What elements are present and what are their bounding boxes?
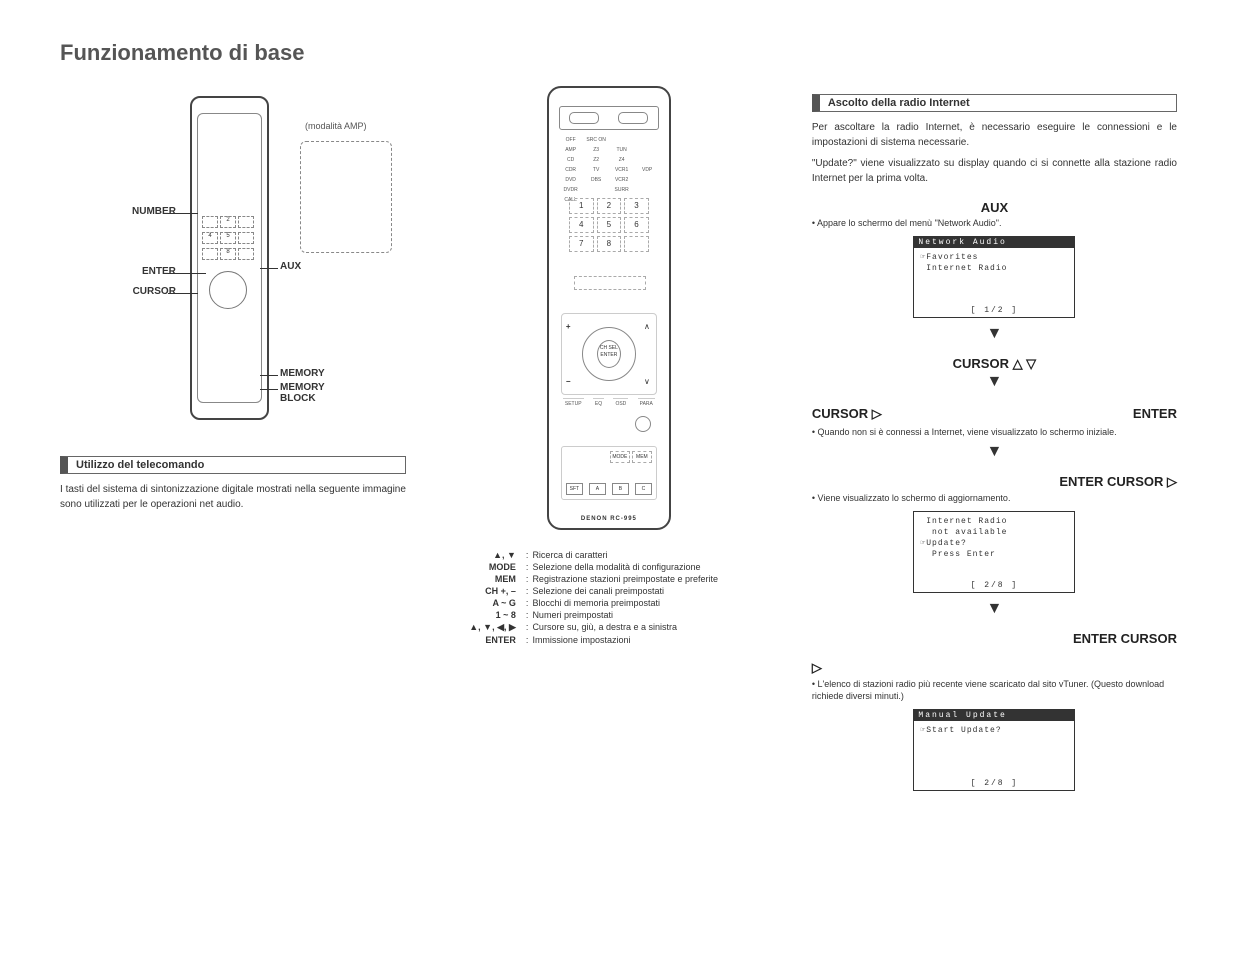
number-buttons-grid: 12345678 [569, 198, 649, 252]
legend-key: MEM [436, 574, 526, 584]
legend-key: 1 ~ 8 [436, 610, 526, 620]
legend-row: ENTER: Immissione impostazioni [436, 635, 782, 645]
legend-key: CH +, – [436, 586, 526, 596]
arrow-down-icon: ▼ [812, 374, 1177, 390]
step2-label-left: CURSOR ▷ [812, 406, 882, 422]
page-content: 2 45 8 (modalità AMP) NUMBER ENTER CURSO… [60, 86, 1177, 799]
arrow-down-icon: ▼ [812, 601, 1177, 617]
label-memory: MEMORY [280, 368, 325, 379]
intro-paragraph-1: Per ascoltare la radio Internet, è neces… [812, 120, 1177, 150]
legend-desc: Immissione impostazioni [532, 635, 781, 645]
cursor-pad-icon [209, 271, 247, 309]
step2-bullet: Quando non si è connessi a Internet, vie… [812, 426, 1177, 439]
legend-desc: Ricerca di caratteri [532, 550, 781, 560]
lcd3-footer: [ 2/8 ] [914, 779, 1074, 788]
step1-label: AUX [812, 200, 1177, 215]
intro-paragraph-left: I tasti del sistema di sintonizzazione d… [60, 482, 406, 512]
legend-key: ▲, ▼ [436, 550, 526, 560]
section-ascolto: Ascolto della radio Internet [812, 94, 1177, 112]
step1-bullet: Appare lo schermo del menù "Network Audi… [812, 217, 1177, 230]
lcd1-body: ☞Favorites Internet Radio [914, 248, 1074, 278]
remote-full-diagram: OFFSRC ONAMPZ3TUNCDZ2Z4CDRTVVCR1VDPDVDDB… [547, 86, 671, 530]
amp-inset [300, 141, 392, 253]
step4-label-icon: ▷ [812, 660, 1177, 676]
step4-label-top: ENTER CURSOR [812, 631, 1177, 646]
lcd-screen-3: Manual Update ☞Start Update? [ 2/8 ] [913, 709, 1075, 791]
lcd2-body: Internet Radio not available ☞Update? Pr… [914, 512, 1074, 565]
lower-controls: MODEMEM SFTABC [561, 446, 657, 500]
legend-desc: Selezione della modalità di configurazio… [532, 562, 781, 572]
legend-row: CH +, –: Selezione dei canali preimposta… [436, 586, 782, 596]
label-enter: ENTER [76, 266, 176, 277]
key-legend: ▲, ▼: Ricerca di caratteri MODE: Selezion… [436, 550, 782, 645]
remote-diagram-left: 2 45 8 (modalità AMP) NUMBER ENTER CURSO… [60, 96, 406, 446]
dpad-icon: CH SEL ENTER [582, 327, 636, 381]
label-number: NUMBER [76, 206, 176, 217]
lcd3-title: Manual Update [914, 710, 1074, 721]
legend-key: MODE [436, 562, 526, 572]
memory-block-row: SFTABC [566, 483, 652, 495]
amp-caption: (modalità AMP) [305, 121, 367, 131]
step4-bullet: L'elenco di stazioni radio più recente v… [812, 678, 1177, 703]
label-aux: AUX [280, 261, 301, 272]
column-left: 2 45 8 (modalità AMP) NUMBER ENTER CURSO… [60, 86, 406, 799]
step2-label-right: ENTER [1133, 406, 1177, 421]
legend-key: ENTER [436, 635, 526, 645]
lcd-screen-1: Network Audio ☞Favorites Internet Radio … [913, 236, 1075, 318]
legend-key: ▲, ▼, ◀, ▶ [436, 622, 526, 633]
dpad-center: CH SEL ENTER [597, 340, 621, 368]
step3-label: ENTER CURSOR ▷ [812, 474, 1177, 490]
legend-row: MEM: Registrazione stazioni preimpostate… [436, 574, 782, 584]
legend-key: A ~ G [436, 598, 526, 608]
remote-top-screen [559, 106, 659, 130]
column-middle: OFFSRC ONAMPZ3TUNCDZ2Z4CDRTVVCR1VDPDVDDB… [436, 86, 782, 799]
slider-icon [574, 276, 646, 290]
lcd3-body: ☞Start Update? [914, 721, 1074, 740]
arrow-down-icon: ▼ [812, 444, 1177, 460]
legend-desc: Blocchi di memoria preimpostati [532, 598, 781, 608]
legend-desc: Registrazione stazioni preimpostate e pr… [532, 574, 781, 584]
label-cursor: CURSOR [76, 286, 176, 297]
source-buttons-grid: OFFSRC ONAMPZ3TUNCDZ2Z4CDRTVVCR1VDPDVDDB… [559, 136, 659, 204]
number-pad-icon: 2 45 8 [202, 216, 252, 260]
intro-paragraph-2: "Update?" viene visualizzato su display … [812, 156, 1177, 186]
lcd-screen-2: Internet Radio not available ☞Update? Pr… [913, 511, 1075, 593]
legend-row: ▲, ▼, ◀, ▶: Cursore su, giù, a destra e … [436, 622, 782, 633]
lcd1-footer: [ 1/2 ] [914, 306, 1074, 315]
legend-desc: Numeri preimpostati [532, 610, 781, 620]
legend-row: ▲, ▼: Ricerca di caratteri [436, 550, 782, 560]
legend-row: 1 ~ 8: Numeri preimpostati [436, 610, 782, 620]
page-title: Funzionamento di base [60, 40, 1177, 66]
mute-icon [635, 416, 651, 432]
menu-row: SETUPEQOSDPARA [563, 398, 655, 409]
legend-row: A ~ G: Blocchi di memoria preimpostati [436, 598, 782, 608]
mode-mem-row: MODEMEM [610, 451, 652, 463]
step3-bullet: Viene visualizzato lo schermo di aggiorn… [812, 492, 1177, 505]
arrow-down-icon: ▼ [812, 326, 1177, 342]
lcd1-title: Network Audio [914, 237, 1074, 248]
legend-desc: Cursore su, giù, a destra e a sinistra [532, 622, 781, 633]
label-memory-block: MEMORY BLOCK [280, 382, 350, 404]
dpad-area: + − ∧ ∨ CH SEL ENTER [561, 313, 657, 395]
column-right: Ascolto della radio Internet Per ascolta… [812, 86, 1177, 799]
section-utilizzo: Utilizzo del telecomando [60, 456, 406, 474]
legend-desc: Selezione dei canali preimpostati [532, 586, 781, 596]
legend-row: MODE: Selezione della modalità di config… [436, 562, 782, 572]
brand-label: DENON RC-995 [549, 516, 669, 522]
step2-label-top: CURSOR △ ▽ [812, 356, 1177, 372]
lcd2-footer: [ 2/8 ] [914, 581, 1074, 590]
